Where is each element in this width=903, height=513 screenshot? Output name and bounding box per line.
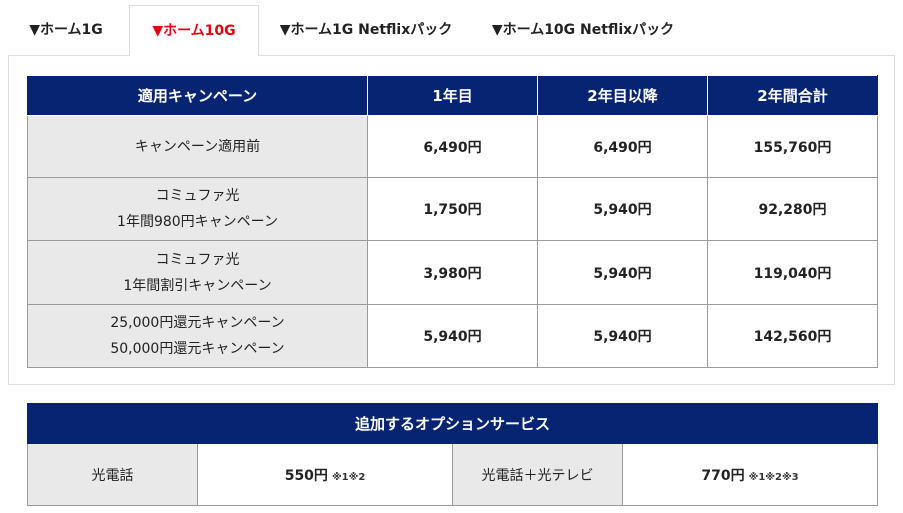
campaign-name: キャンペーン適用前 [27, 115, 368, 178]
option-price-phone-tv: 770円 ※1※2※3 [621, 443, 879, 506]
campaign-name: コミュファ光 1年間割引キャンペーン [27, 240, 368, 305]
header-campaign: 適用キャンペーン [27, 75, 368, 116]
total-price: 92,280円 [707, 177, 878, 241]
option-price-note: ※1※2※3 [748, 471, 799, 483]
option-price-value: 770円 [701, 467, 745, 484]
tab-home-1g-netflix[interactable]: ▼ホーム1G Netflixパック [279, 22, 453, 38]
table-row: キャンペーン適用前 6,490円 6,490円 155,760円 [27, 115, 878, 178]
year1-price: 5,940円 [367, 304, 538, 368]
tab-home-10g-netflix[interactable]: ▼ホーム10G Netflixパック [491, 22, 675, 38]
campaign-name-line2: 50,000円還元キャンペーン [110, 341, 285, 357]
year2-price: 5,940円 [537, 304, 708, 368]
option-label-phone: 光電話 [27, 443, 198, 506]
tab-home-10g[interactable]: ▼ホーム10G [129, 5, 259, 56]
table-header-row: 適用キャンペーン 1年目 2年目以降 2年間合計 [27, 75, 878, 116]
year1-price: 1,750円 [367, 177, 538, 241]
header-year1: 1年目 [367, 75, 538, 116]
total-price: 142,560円 [707, 304, 878, 368]
options-header-row: 追加するオプションサービス [26, 403, 879, 444]
option-label-phone-tv: 光電話＋光テレビ [452, 443, 623, 506]
campaign-name-line1: コミュファ光 [155, 251, 240, 268]
campaign-name-line1: コミュファ光 [155, 188, 240, 204]
campaign-name-line1: キャンペーン適用前 [134, 138, 261, 155]
campaign-name-line1: 25,000円還元キャンペーン [110, 315, 285, 331]
tab-home-1g[interactable]: ▼ホーム1G [29, 22, 103, 38]
year1-price: 3,980円 [367, 240, 538, 305]
year2-price: 6,490円 [537, 115, 708, 178]
table-row: コミュファ光 1年間割引キャンペーン 3,980円 5,940円 119,040… [27, 240, 878, 305]
option-services-table: 追加するオプションサービス 光電話 550円 ※1※2 光電話＋光テレビ 770円… [26, 403, 879, 506]
table-row: 25,000円還元キャンペーン 50,000円還元キャンペーン 5,940円 5… [27, 304, 878, 368]
options-title: 追加するオプションサービス [26, 403, 879, 444]
option-price-phone: 550円 ※1※2 [197, 443, 453, 506]
year2-price: 5,940円 [537, 177, 708, 241]
table-row: コミュファ光 1年間980円キャンペーン 1,750円 5,940円 92,28… [27, 177, 878, 241]
header-two-year-total: 2年間合計 [707, 75, 878, 116]
campaign-price-table: 適用キャンペーン 1年目 2年目以降 2年間合計 キャンペーン適用前 6,490… [27, 75, 878, 368]
campaign-name-line2: 1年間割引キャンペーン [123, 277, 272, 294]
year1-price: 6,490円 [367, 115, 538, 178]
header-year2-onward: 2年目以降 [537, 75, 708, 116]
campaign-name-line2: 1年間980円キャンペーン [117, 214, 278, 230]
option-price-note: ※1※2 [331, 471, 366, 483]
plan-tabs: ▼ホーム1G ▼ホーム10G ▼ホーム1G Netflixパック ▼ホーム10G… [0, 0, 903, 56]
campaign-name: コミュファ光 1年間980円キャンペーン [27, 177, 368, 241]
option-price-value: 550円 [284, 467, 328, 484]
year2-price: 5,940円 [537, 240, 708, 305]
options-row: 光電話 550円 ※1※2 光電話＋光テレビ 770円 ※1※2※3 [27, 443, 879, 506]
total-price: 119,040円 [707, 240, 878, 305]
campaign-name: 25,000円還元キャンペーン 50,000円還元キャンペーン [27, 304, 368, 368]
total-price: 155,760円 [707, 115, 878, 178]
